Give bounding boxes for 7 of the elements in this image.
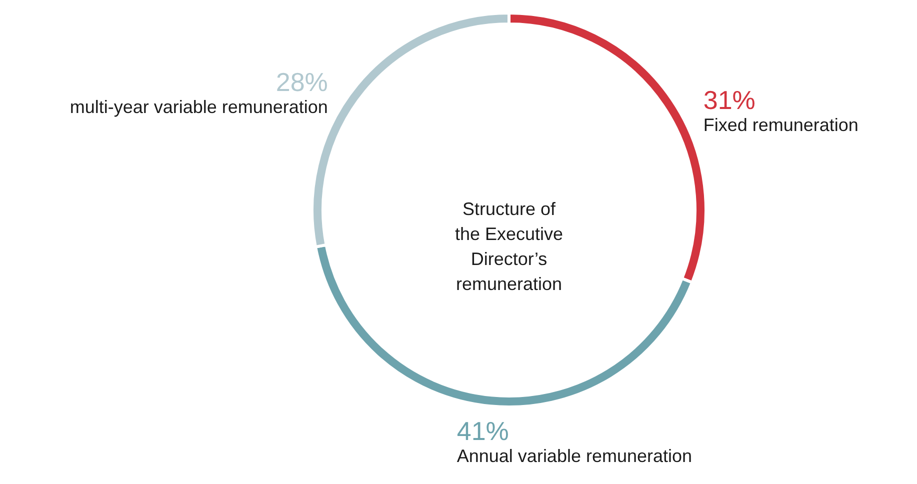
data-label: 31% [703,84,756,115]
data-label: 28% [276,67,328,98]
slice-label: Fixed remuneration [703,114,858,135]
slice-label: Annual variable remuneration [456,446,692,466]
text: Structure of the Executive Director’s remuneration [454,199,564,294]
data-label: 41% [456,416,509,446]
slice-label: multi-year variable remuneration [70,97,328,118]
